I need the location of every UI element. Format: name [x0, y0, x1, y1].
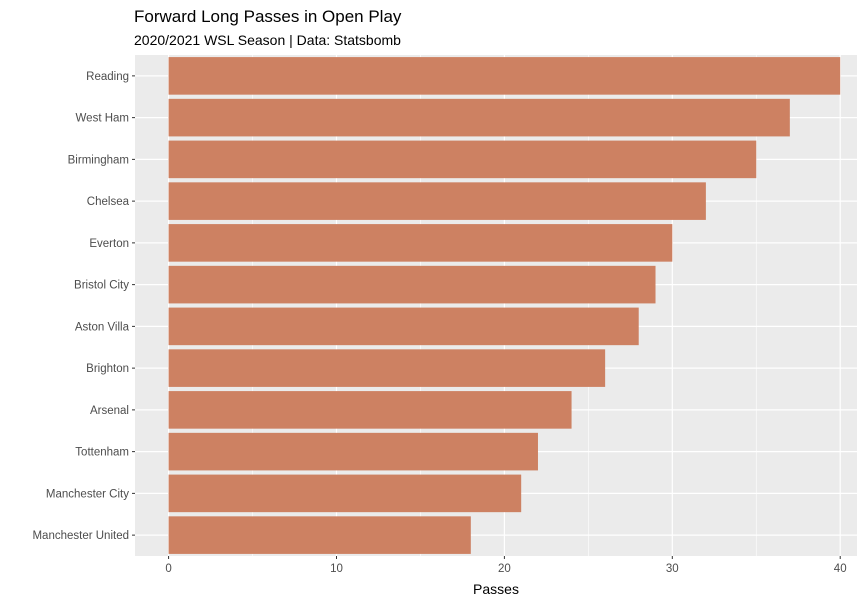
- y-tick-label: Bristol City: [74, 280, 129, 292]
- x-axis: 0 10 20 30 40: [165, 556, 847, 575]
- bar: [168, 516, 471, 554]
- y-tick-label: Chelsea: [87, 196, 130, 208]
- x-tick-label: 10: [330, 563, 343, 575]
- y-tick-label: Arsenal: [90, 405, 129, 417]
- chart-subtitle: 2020/2021 WSL Season | Data: Statsbomb: [134, 32, 401, 48]
- y-tick-label: Manchester City: [46, 488, 129, 500]
- y-tick-label: Birmingham: [68, 154, 129, 166]
- y-tick-label: Reading: [86, 71, 129, 83]
- bars: [168, 57, 841, 554]
- x-tick-label: 40: [834, 563, 847, 575]
- bar: [168, 349, 606, 387]
- bar: [168, 98, 790, 137]
- y-tick-label: Manchester United: [32, 530, 129, 542]
- x-tick-label: 0: [165, 563, 171, 575]
- y-tick-label: Everton: [89, 238, 129, 250]
- bar: [168, 57, 841, 95]
- minor-gridlines: [252, 55, 757, 556]
- bar: [168, 224, 673, 262]
- y-tick-label: Brighton: [86, 363, 129, 375]
- x-tick-label: 20: [498, 563, 511, 575]
- bar: [168, 140, 757, 179]
- y-tick-label: Tottenham: [75, 447, 129, 459]
- y-tick-label: West Ham: [76, 113, 129, 125]
- bar: [168, 474, 522, 513]
- chart-title: Forward Long Passes in Open Play: [134, 7, 402, 26]
- bar: [168, 265, 656, 304]
- y-tick-label: Aston Villa: [75, 321, 130, 333]
- plot-panel: [135, 55, 857, 556]
- bar: [168, 307, 639, 346]
- y-axis: Reading West Ham Birmingham Chelsea Everton B…: [32, 71, 135, 542]
- bar: [168, 432, 538, 471]
- bar: [168, 391, 572, 429]
- x-tick-label: 30: [666, 563, 679, 575]
- bar: [168, 182, 706, 220]
- x-axis-title: Passes: [473, 581, 519, 597]
